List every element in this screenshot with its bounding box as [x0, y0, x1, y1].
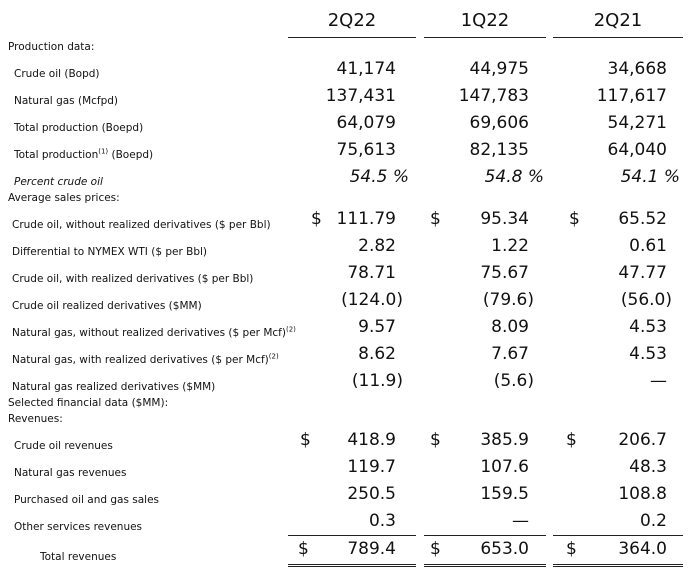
row-label: Other services revenues	[14, 521, 143, 533]
currency-symbol: $	[300, 430, 311, 450]
value-2q22: 250.5	[347, 484, 396, 504]
currency-symbol: $	[430, 209, 441, 229]
section-production-data: Production data:	[8, 41, 95, 53]
value-1q22: 69,606	[469, 113, 529, 133]
value-2q21: 65.52	[618, 209, 667, 229]
subtotal-rule	[424, 535, 546, 536]
value-2q21: 108.8	[618, 484, 667, 504]
value-1q22: 44,975	[469, 59, 529, 79]
value-2q21: 47.77	[618, 263, 667, 283]
value-2q22: 2.82	[358, 236, 396, 256]
value-1q22: 54.8 %	[484, 167, 544, 187]
value-2q22: 0.3	[368, 511, 396, 531]
currency-symbol: $	[566, 430, 577, 450]
value-1q22: 147,783	[458, 86, 529, 106]
value-2q22: (11.9)	[351, 371, 403, 391]
row-label: Total revenues	[40, 551, 117, 563]
value-2q21: 54,271	[607, 113, 667, 133]
value-2q22: 8.62	[358, 344, 396, 364]
footnote-marker: (1)	[98, 147, 109, 156]
value-2q22: 54.5 %	[349, 167, 409, 187]
value-2q21: 0.61	[629, 236, 667, 256]
value-2q21: 64,040	[607, 140, 667, 160]
value-1q22: 385.9	[480, 430, 529, 450]
subtotal-rule	[288, 535, 416, 536]
column-header-1q22: 1Q22	[460, 10, 510, 31]
value-2q22: 119.7	[347, 457, 396, 477]
currency-symbol: $	[298, 539, 309, 559]
value-2q21: —	[650, 371, 667, 391]
value-1q22: 82,135	[469, 140, 529, 160]
value-1q22: —	[512, 511, 529, 531]
value-1q22: 107.6	[480, 457, 529, 477]
row-label: Percent crude oil	[14, 176, 103, 188]
row-label: Natural gas, without realized derivative…	[12, 325, 296, 339]
section-selected-financial-data: Selected financial data ($MM):	[8, 397, 169, 409]
row-label: Total production(1) (Boepd)	[14, 147, 154, 161]
header-rule	[288, 37, 416, 38]
value-1q22: 1.22	[491, 236, 529, 256]
row-label: Natural gas (Mcfpd)	[14, 95, 119, 107]
row-label: Differential to NYMEX WTI ($ per Bbl)	[12, 246, 207, 258]
value-2q21: 117,617	[596, 86, 667, 106]
row-label: Crude oil revenues	[14, 440, 113, 452]
value-2q22: 41,174	[336, 59, 396, 79]
value-1q22: 7.67	[491, 344, 529, 364]
value-2q22: 789.4	[347, 539, 396, 559]
value-2q21: 206.7	[618, 430, 667, 450]
footnote-marker: (2)	[285, 325, 296, 334]
header-rule	[553, 37, 683, 38]
currency-symbol: $	[430, 430, 441, 450]
value-2q21: 4.53	[629, 344, 667, 364]
value-2q22: 78.71	[347, 263, 396, 283]
section-revenues: Revenues:	[8, 413, 63, 425]
footnote-marker: (2)	[268, 352, 279, 361]
row-label: Total production (Boepd)	[14, 122, 144, 134]
currency-symbol: $	[569, 209, 580, 229]
value-2q22: 137,431	[325, 86, 396, 106]
value-2q22: 9.57	[358, 317, 396, 337]
value-1q22: 95.34	[480, 209, 529, 229]
value-2q22: 111.79	[336, 209, 396, 229]
value-1q22: 653.0	[480, 539, 529, 559]
column-header-2q21: 2Q21	[593, 10, 643, 31]
value-2q21: 54.1 %	[620, 167, 680, 187]
header-rule	[424, 37, 546, 38]
total-double-rule	[424, 564, 546, 567]
value-2q21: 34,668	[607, 59, 667, 79]
total-double-rule	[288, 564, 416, 567]
row-label: Natural gas, with realized derivatives (…	[12, 352, 279, 366]
value-2q21: 4.53	[629, 317, 667, 337]
row-label: Crude oil, with realized derivatives ($ …	[12, 273, 254, 285]
value-2q21: (56.0)	[620, 290, 672, 310]
value-1q22: (5.6)	[493, 371, 534, 391]
value-2q22: 64,079	[336, 113, 396, 133]
currency-symbol: $	[566, 539, 577, 559]
value-1q22: (79.6)	[482, 290, 534, 310]
total-double-rule	[553, 564, 683, 567]
currency-symbol: $	[430, 539, 441, 559]
subtotal-rule	[553, 535, 683, 536]
column-header-2q22: 2Q22	[327, 10, 377, 31]
value-2q21: 0.2	[639, 511, 667, 531]
value-2q22: 75,613	[336, 140, 396, 160]
row-label: Purchased oil and gas sales	[14, 494, 160, 506]
value-2q21: 48.3	[629, 457, 667, 477]
row-label: Crude oil realized derivatives ($MM)	[12, 300, 202, 312]
value-2q21: 364.0	[618, 539, 667, 559]
row-label: Crude oil, without realized derivatives …	[12, 219, 271, 231]
value-1q22: 159.5	[480, 484, 529, 504]
value-1q22: 8.09	[491, 317, 529, 337]
section-average-sales-prices: Average sales prices:	[8, 192, 120, 204]
value-1q22: 75.67	[480, 263, 529, 283]
row-label: Natural gas realized derivatives ($MM)	[12, 381, 216, 393]
row-label: Natural gas revenues	[14, 467, 127, 479]
value-2q22: 418.9	[347, 430, 396, 450]
currency-symbol: $	[311, 209, 322, 229]
value-2q22: (124.0)	[341, 290, 403, 310]
row-label: Crude oil (Bopd)	[14, 68, 100, 80]
